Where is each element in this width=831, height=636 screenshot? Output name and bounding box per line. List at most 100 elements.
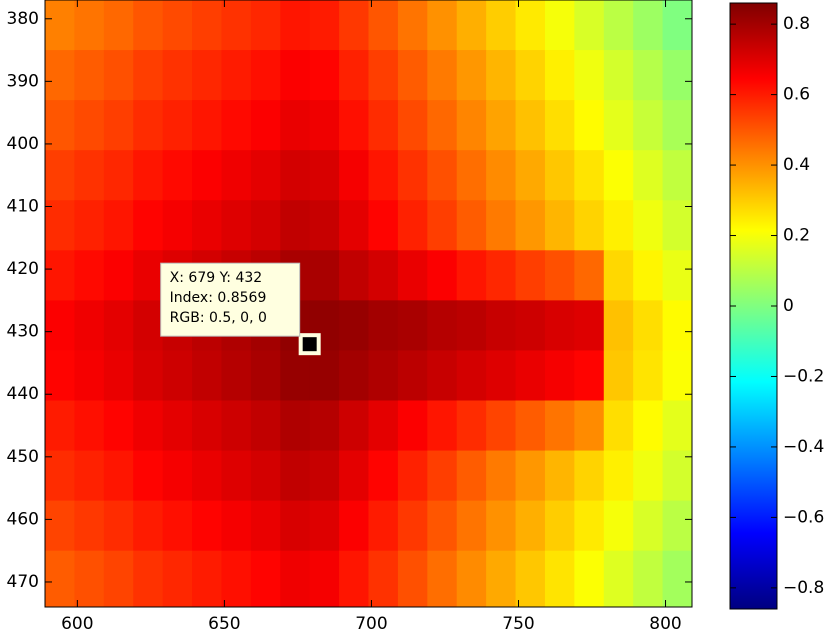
heatmap-cell (633, 0, 664, 51)
datatip-text: X: 679 Y: 432 (170, 270, 263, 286)
heatmap-cell (250, 200, 281, 251)
heatmap-cell (221, 200, 252, 251)
heatmap-cell (133, 250, 164, 301)
heatmap-cell (515, 150, 546, 201)
heatmap-cell (309, 0, 340, 51)
heatmap (45, 0, 693, 608)
datatip-text: RGB: 0.5, 0, 0 (170, 310, 267, 326)
heatmap-cell (515, 300, 546, 351)
heatmap-cell (250, 100, 281, 151)
heatmap-cell (133, 550, 164, 608)
axes: 600 650 700 750 800 380 390 400 410 420 430 440 450 4… (7, 0, 824, 634)
heatmap-cell (397, 300, 428, 351)
heatmap-cell (250, 150, 281, 201)
heatmap-cell (368, 250, 399, 301)
heatmap-cell (74, 550, 105, 608)
heatmap-cell (397, 550, 428, 608)
heatmap-cell (515, 200, 546, 251)
heatmap-cell (74, 100, 105, 151)
heatmap-cell (103, 150, 134, 201)
heatmap-cell (250, 550, 281, 608)
heatmap-cell (339, 500, 369, 552)
heatmap-cell (74, 350, 105, 401)
heatmap-cell (280, 400, 311, 452)
heatmap-cell (221, 500, 252, 552)
heatmap-cell (397, 50, 428, 101)
heatmap-cell (662, 550, 693, 608)
heatmap-cell (368, 350, 399, 401)
colorbar-tick-label: 0.4 (783, 155, 810, 175)
heatmap-cell (486, 400, 517, 452)
heatmap-cell (544, 100, 575, 151)
heatmap-cell (603, 350, 634, 401)
heatmap-cell (456, 350, 487, 401)
heatmap-cell (603, 400, 634, 452)
heatmap-cell (103, 450, 134, 502)
heatmap-cell (397, 500, 428, 552)
heatmap-cell (192, 500, 222, 552)
heatmap-cell (662, 150, 693, 201)
y-tick-label: 460 (7, 509, 39, 529)
heatmap-cell (574, 100, 605, 151)
heatmap-cell (427, 450, 458, 502)
heatmap-cell (162, 150, 193, 201)
x-tick-label: 650 (208, 614, 240, 634)
heatmap-cell (603, 0, 634, 51)
heatmap-cell (544, 550, 575, 608)
heatmap-cell (515, 450, 546, 502)
heatmap-cell (662, 100, 693, 151)
heatmap-cell (339, 200, 369, 251)
heatmap-cell (662, 500, 693, 552)
heatmap-cell (103, 250, 134, 301)
heatmap-cell (662, 200, 693, 251)
heatmap-cell (221, 50, 252, 101)
heatmap-cell (339, 350, 369, 401)
datatip-box (160, 262, 301, 337)
heatmap-cell (309, 400, 340, 452)
heatmap-cell (45, 500, 75, 552)
heatmap-cell (427, 400, 458, 452)
heatmap-cell (103, 400, 134, 452)
heatmap-cell (574, 50, 605, 101)
heatmap-cell (250, 500, 281, 552)
heatmap-cell (45, 50, 75, 101)
heatmap-cell (45, 0, 75, 51)
heatmap-cell (603, 500, 634, 552)
heatmap-cell (339, 250, 369, 301)
heatmap-cell (221, 400, 252, 452)
heatmap-cell (162, 450, 193, 502)
heatmap-cell (603, 150, 634, 201)
heatmap-cell (456, 400, 487, 452)
heatmap-cell (309, 150, 340, 201)
heatmap-cell (309, 250, 340, 301)
heatmap-cell (603, 300, 634, 351)
heatmap-cell (544, 200, 575, 251)
plot-frame (44, 0, 693, 608)
heatmap-cell (280, 500, 311, 552)
heatmap-cell (427, 200, 458, 251)
colorbar-tick-label: 0.2 (783, 226, 810, 246)
heatmap-cell (280, 350, 311, 401)
y-tick-label: 420 (7, 259, 39, 279)
heatmap-cell (339, 50, 369, 101)
heatmap-cell (397, 100, 428, 151)
heatmap-cell (45, 550, 75, 608)
heatmap-cell (133, 0, 164, 51)
heatmap-cell (544, 0, 575, 51)
heatmap-cell (456, 200, 487, 251)
y-tick-label: 430 (7, 322, 39, 342)
heatmap-cell (544, 300, 575, 351)
heatmap-cell (133, 300, 164, 351)
heatmap-cell (456, 550, 487, 608)
heatmap-cell (74, 50, 105, 101)
heatmap-cell (45, 450, 75, 502)
heatmap-cell (603, 250, 634, 301)
heatmap-cell (162, 500, 193, 552)
heatmap-cell (133, 500, 164, 552)
heatmap-cell (192, 50, 222, 101)
heatmap-cell (280, 550, 311, 608)
y-tick-label: 450 (7, 447, 39, 467)
heatmap-cell (339, 300, 369, 351)
heatmap-cell (544, 500, 575, 552)
